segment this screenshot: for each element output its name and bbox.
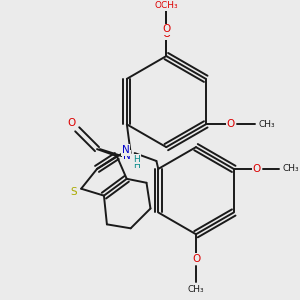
Text: O: O — [192, 254, 200, 264]
Text: O: O — [162, 24, 170, 34]
Text: H: H — [133, 161, 140, 170]
Text: O: O — [162, 29, 170, 39]
Text: S: S — [70, 187, 76, 197]
Text: N: N — [123, 151, 130, 161]
Text: CH₃: CH₃ — [188, 285, 204, 294]
Text: H: H — [133, 154, 140, 164]
Text: O: O — [67, 118, 75, 128]
Text: OCH₃: OCH₃ — [154, 1, 178, 10]
Text: N: N — [122, 145, 130, 155]
Text: O: O — [252, 164, 261, 174]
Text: O: O — [226, 119, 235, 129]
Text: CH₃: CH₃ — [259, 120, 275, 129]
Text: CH₃: CH₃ — [283, 164, 299, 173]
